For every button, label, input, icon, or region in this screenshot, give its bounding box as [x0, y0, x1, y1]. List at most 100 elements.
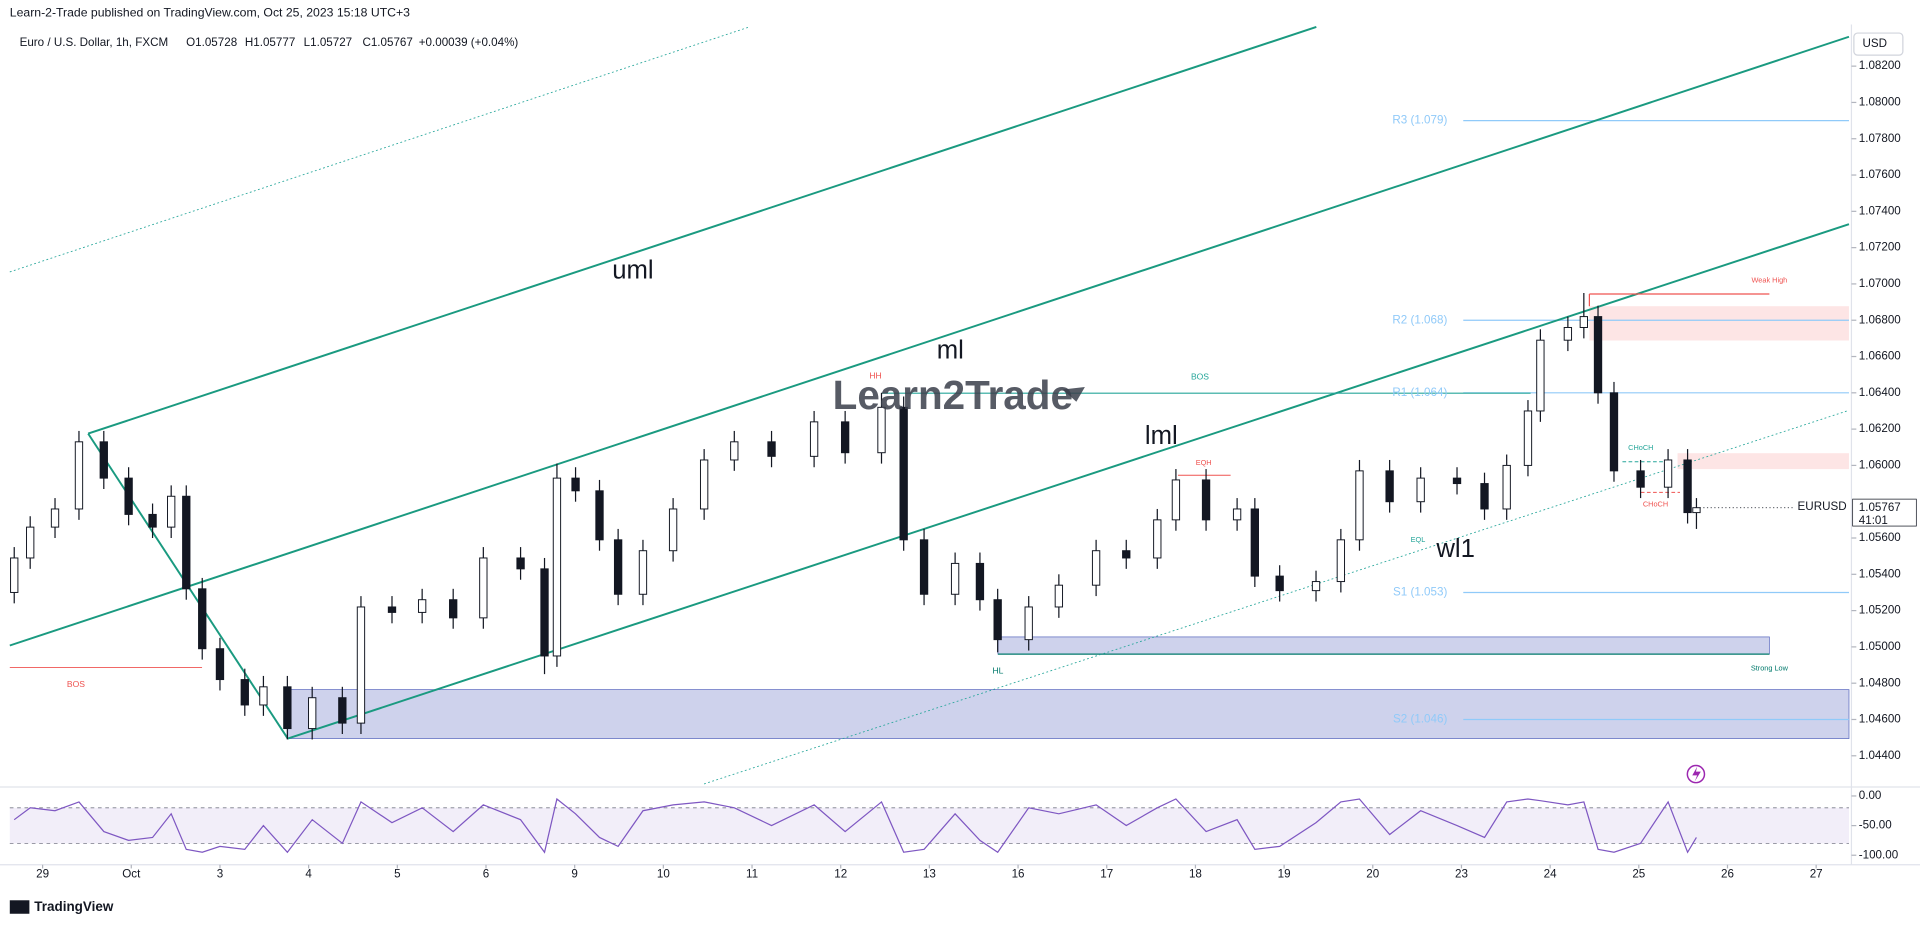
x-tick-label: 17 — [1100, 868, 1113, 881]
candle-body — [809, 421, 819, 457]
candle-body — [26, 526, 35, 559]
x-tick-label: Oct — [122, 868, 141, 881]
alert-icon-bolt — [1692, 766, 1701, 782]
y-tick-label: 1.06200 — [1859, 422, 1902, 435]
pitchfork-upper — [87, 26, 1317, 435]
candle-body — [10, 557, 19, 593]
y-tick-label: 0.00 — [1859, 789, 1882, 802]
candle-body — [840, 421, 850, 454]
candle-body — [1054, 584, 1064, 608]
x-tick-label: 25 — [1632, 868, 1645, 881]
y-tick-label: 1.05000 — [1859, 640, 1902, 653]
candle-body — [767, 441, 776, 457]
x-tick-label: 24 — [1544, 868, 1557, 881]
candle-body — [283, 686, 292, 730]
footer: TradingView — [34, 899, 114, 914]
candle-body — [1452, 477, 1462, 485]
logo — [9, 900, 30, 914]
label-wl1: wl1 — [1435, 535, 1475, 563]
label-eql: EQL — [1411, 535, 1426, 544]
alert-icon[interactable] — [1686, 764, 1706, 784]
demand-zone — [997, 636, 1770, 655]
label-eqh: EQH — [1196, 458, 1212, 467]
published-line: Learn-2-Trade published on TradingView.c… — [10, 6, 410, 20]
watermark-arrow — [1062, 387, 1085, 402]
y-tick-label: 1.07400 — [1859, 204, 1902, 217]
pitchfork-outer — [9, 26, 750, 273]
label-strong-low: Strong Low — [1751, 664, 1789, 673]
candle-body — [571, 477, 580, 492]
currency: USD — [1862, 37, 1887, 50]
level-band — [9, 807, 1849, 844]
candle-body — [993, 599, 1002, 641]
drawings — [9, 26, 1850, 785]
supply-zone — [1677, 453, 1849, 470]
label-lml: lml — [1145, 422, 1178, 450]
candle-body — [540, 568, 549, 657]
y-tick-label: 1.06000 — [1859, 458, 1902, 471]
label-ml: ml — [937, 336, 964, 364]
x-tick-label: 9 — [571, 868, 577, 881]
candle-body — [1480, 483, 1489, 510]
pivot-label: R2 (1.068) — [1392, 313, 1447, 326]
candle-body — [1250, 508, 1259, 577]
pivot-label: R1 (1.064) — [1392, 386, 1447, 399]
candle-body — [1336, 539, 1346, 583]
x-tick-label: 6 — [483, 868, 489, 881]
ohlc-open: O1.05728 — [186, 36, 237, 49]
countdown: 41:01 — [1859, 514, 1888, 527]
x-tick-label: 23 — [1455, 868, 1468, 881]
candle-body — [1091, 550, 1101, 586]
y-tick-label: 1.08000 — [1859, 96, 1902, 109]
candle-body — [74, 441, 84, 510]
candle-body — [1663, 459, 1673, 488]
candle-body — [1416, 477, 1425, 503]
candle-body — [1355, 470, 1364, 541]
x-tick-label: 11 — [746, 868, 758, 881]
x-tick-label: 18 — [1189, 868, 1202, 881]
currency-box[interactable] — [1853, 32, 1904, 56]
label-hl: HL — [992, 665, 1003, 675]
label-weak-high: Weak High — [1752, 275, 1788, 284]
candle-body — [668, 508, 678, 552]
candle-body — [899, 406, 908, 541]
y-tick-label: 1.06600 — [1859, 350, 1902, 363]
candle-body — [1683, 459, 1692, 514]
candle-body — [167, 495, 176, 528]
watermark: Learn2Trade — [833, 372, 1073, 418]
labels: Learn-2-Trade published on TradingView.c… — [9, 6, 1917, 914]
label-choch: CHoCH — [1643, 500, 1668, 509]
candle-body — [449, 599, 458, 619]
candle-body — [1385, 470, 1394, 503]
y-tick-label: 1.04600 — [1859, 713, 1902, 726]
candle-body — [552, 477, 562, 657]
label-bos: BOS — [67, 679, 85, 689]
candle-body — [730, 441, 739, 461]
candle-body — [198, 588, 207, 650]
ohlc-low: L1.05727 — [304, 36, 352, 49]
label-choch: CHoCH — [1628, 443, 1653, 452]
candle-body — [1232, 508, 1242, 521]
y-tick-label: 1.04400 — [1859, 749, 1902, 762]
pivot-label: S1 (1.053) — [1393, 586, 1447, 599]
marks — [10, 293, 1701, 854]
symbol-label: EURUSD — [1798, 500, 1847, 513]
candle-body — [1122, 550, 1131, 559]
x-tick-label: 20 — [1366, 868, 1379, 881]
pivot-label: R3 (1.079) — [1392, 114, 1447, 127]
candle-body — [338, 697, 347, 724]
label-bos: BOS — [1191, 372, 1209, 382]
candle-body — [240, 679, 249, 706]
y-tick-label: 1.07000 — [1859, 277, 1902, 290]
candle-body — [1275, 575, 1284, 592]
pitchfork-median — [9, 35, 1850, 647]
candle-body — [919, 539, 929, 595]
y-tick-label: 1.05400 — [1859, 567, 1902, 580]
candle-body — [975, 562, 985, 601]
oscillator-line — [13, 797, 1697, 854]
candle-body — [877, 406, 886, 454]
supply-zone — [1589, 306, 1849, 341]
x-tick-label: 12 — [834, 868, 847, 881]
candle-body — [259, 686, 268, 706]
